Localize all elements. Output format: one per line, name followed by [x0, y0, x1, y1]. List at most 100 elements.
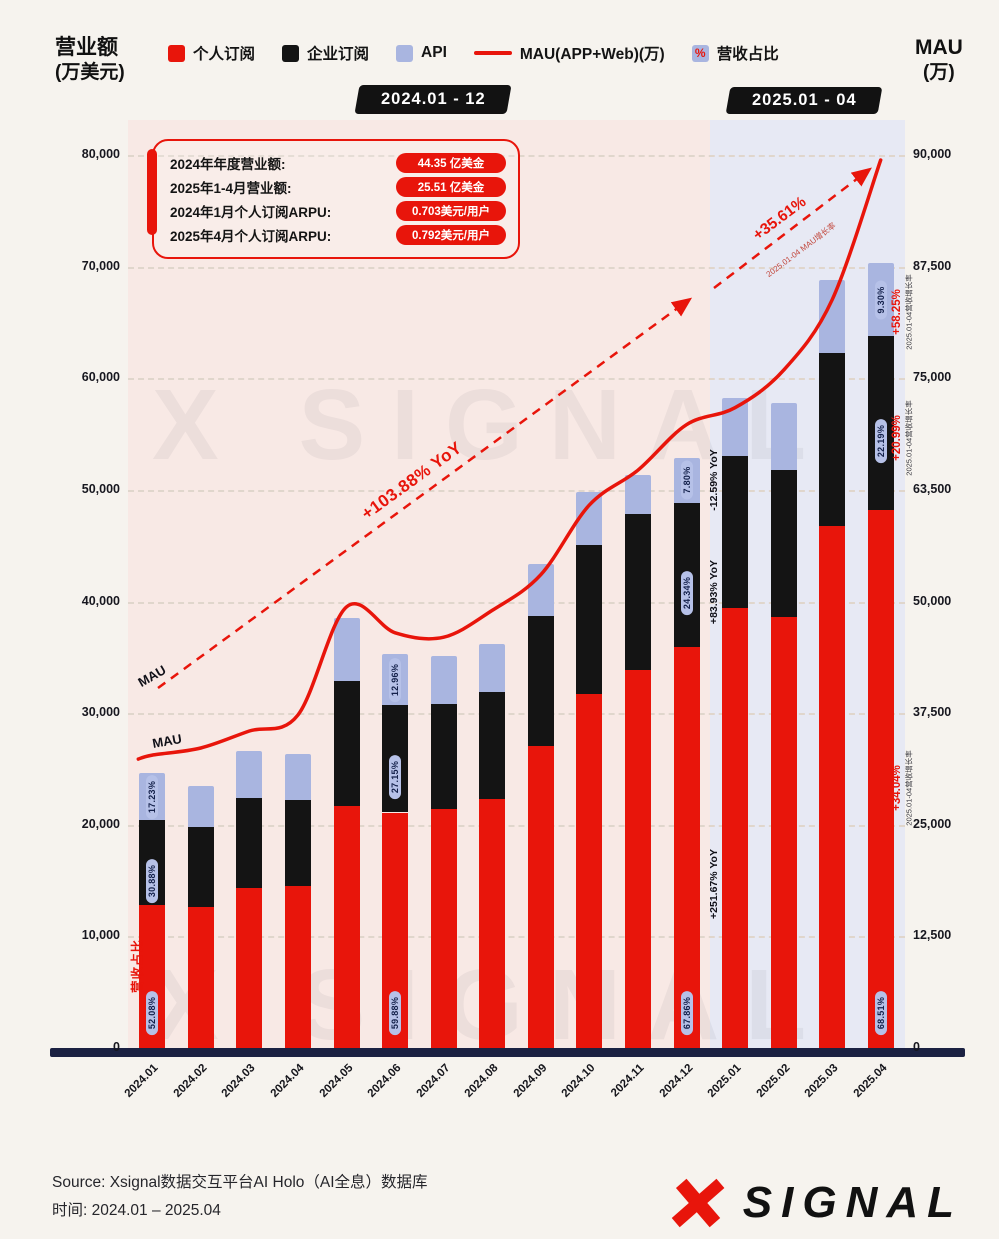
- bar-segment-enterprise: [770, 469, 797, 618]
- bar-segment-personal: [479, 799, 506, 1048]
- personal-subscription-swatch: [168, 44, 185, 62]
- bar-segment-personal: [187, 907, 214, 1048]
- bar-segment-enterprise: [430, 704, 457, 810]
- bar-segment-personal: [722, 608, 748, 1048]
- bar-percent-label: 17.23%: [146, 774, 159, 819]
- bar-segment-api: [527, 563, 554, 616]
- bar-segment-personal: [819, 525, 846, 1048]
- bar-segment-api: [430, 656, 457, 705]
- y-axis-left-tick: 30,000: [81, 705, 120, 720]
- info-label: 2025年1-4月营业额:: [170, 181, 292, 196]
- legend-label: MAU(APP+Web)(万): [519, 46, 665, 63]
- info-label: 2025年4月个人订阅ARPU:: [170, 229, 332, 244]
- bar-segment-enterprise: [722, 456, 748, 609]
- bar-percent-label: 30.88%: [146, 858, 159, 903]
- bar-percent-label: 7.80%: [680, 460, 693, 500]
- growth-sub-annotation: 2025.01-04营收增长率: [904, 274, 914, 350]
- bar-segment-api: [576, 492, 603, 545]
- bar-segment-api: [479, 643, 506, 692]
- y-axis-right-tick: 87,500: [913, 258, 952, 273]
- bar-percent-label: 59.88%: [389, 990, 402, 1036]
- bar-segment-enterprise: [576, 544, 603, 695]
- x-axis-label: 2025.04: [851, 1062, 890, 1100]
- gridline: [128, 155, 905, 157]
- bar-segment-personal: [430, 809, 457, 1048]
- yoy-annotation: +251.67% YoY: [707, 849, 720, 919]
- bar-percent-label: 24.34%: [680, 571, 693, 616]
- period-badge-2024-label: 2024.01 - 12: [380, 90, 486, 108]
- x-axis-label: 2025.01: [705, 1062, 744, 1100]
- bar-segment-enterprise: [285, 800, 311, 887]
- bar-segment-enterprise: [624, 514, 651, 670]
- x-axis-label: 2024.09: [511, 1062, 550, 1100]
- bar-segment-personal: [867, 510, 894, 1048]
- yoy-annotation: +83.93% YoY: [707, 559, 720, 625]
- bar-segment-api: [624, 475, 651, 515]
- growth-percent-annotation: +58.25%: [891, 289, 903, 335]
- x-axis-label: 2024.04: [268, 1062, 307, 1100]
- bar-segment-enterprise: [819, 352, 846, 526]
- revenue-share-label: 营收占比: [130, 938, 145, 994]
- bar-segment-api: [187, 785, 214, 827]
- bar-segment-personal: [624, 669, 651, 1048]
- y-axis-right-tick: 50,000: [913, 593, 952, 608]
- y-axis-right-tick: 25,000: [913, 816, 952, 831]
- legend-item-mau: MAU(APP+Web)(万): [473, 42, 665, 64]
- y-axis-left-tick: 40,000: [81, 593, 120, 608]
- bar-percent-label: 68.51%: [874, 990, 887, 1036]
- y-axis-right-tick: 0: [913, 1040, 920, 1054]
- legend-item-personal: 个人订阅: [168, 42, 255, 64]
- bar-percent-label: 9.30%: [874, 280, 887, 320]
- left-axis-title-line1: 营业额: [55, 36, 118, 59]
- logo-wordmark: SIGNAL: [742, 1178, 963, 1227]
- legend-item-enterprise: 企业订阅: [282, 42, 369, 64]
- gridline: [128, 266, 905, 269]
- bar-segment-enterprise: [333, 680, 360, 806]
- y-axis-left-tick: 80,000: [81, 147, 120, 161]
- x-axis-label: 2024.02: [171, 1062, 210, 1100]
- x-axis-label: 2025.03: [802, 1062, 841, 1100]
- bar-segment-api: [819, 280, 846, 353]
- info-value: 25.51 亿美金: [396, 177, 506, 197]
- legend-label: 个人订阅: [193, 46, 256, 63]
- period-badge-2024: 2024.01 - 12: [354, 85, 512, 114]
- mau-line-swatch: [473, 51, 512, 55]
- y-axis-left-tick: 20,000: [81, 816, 120, 831]
- info-row: 2024年1月个人订阅ARPU: 0.703美元/用户: [170, 199, 506, 223]
- gridline: [128, 378, 905, 381]
- legend-item-api: API: [396, 44, 447, 62]
- x-axis-baseline: [50, 1048, 965, 1057]
- summary-info-box: 2024年年度营业额: 44.35 亿美金 2025年1-4月营业额: 25.5…: [147, 139, 520, 259]
- legend-label: API: [421, 44, 447, 61]
- source-text: Source: Xsignal数据交互平台AI Holo（AI全息）数据库: [52, 1174, 428, 1191]
- right-axis-title-line2: (万): [923, 62, 955, 84]
- x-axis-label: 2024.06: [365, 1062, 404, 1100]
- bar-segment-enterprise: [187, 827, 214, 908]
- left-axis-title-line2: (万美元): [55, 62, 125, 84]
- growth-sub-annotation: 2025.01-04营收增长率: [904, 750, 914, 826]
- xsignal-logo: SIGNAL: [671, 1178, 963, 1228]
- bar-segment-api: [770, 402, 797, 470]
- info-value: 44.35 亿美金: [396, 153, 506, 173]
- y-axis-left-tick: 10,000: [81, 928, 120, 943]
- bar-segment-api: [722, 398, 748, 457]
- y-axis-right-tick: 37,500: [913, 705, 952, 720]
- y-axis-right-tick: 12,500: [913, 928, 952, 943]
- growth-percent-annotation: +20.99%: [891, 415, 903, 461]
- bar-segment-api: [285, 754, 311, 801]
- right-axis-title: MAU (万): [915, 34, 963, 86]
- y-axis-left-tick: 50,000: [81, 481, 120, 496]
- bar-percent-label: 52.08%: [146, 990, 159, 1036]
- bar-segment-personal: [236, 888, 263, 1048]
- growth-percent-annotation: +34.04%: [891, 765, 903, 811]
- bar-segment-personal: [285, 886, 311, 1048]
- x-axis-label: 2024.01: [122, 1062, 161, 1100]
- right-axis-title-line1: MAU: [915, 36, 963, 59]
- yoy-annotation: -12.59% YoY: [707, 449, 720, 511]
- info-value: 0.792美元/用户: [396, 225, 506, 245]
- info-value: 0.703美元/用户: [396, 201, 506, 221]
- legend-label: 营收占比: [716, 46, 779, 63]
- gridline: [128, 824, 905, 827]
- x-axis-label: 2024.03: [219, 1062, 258, 1100]
